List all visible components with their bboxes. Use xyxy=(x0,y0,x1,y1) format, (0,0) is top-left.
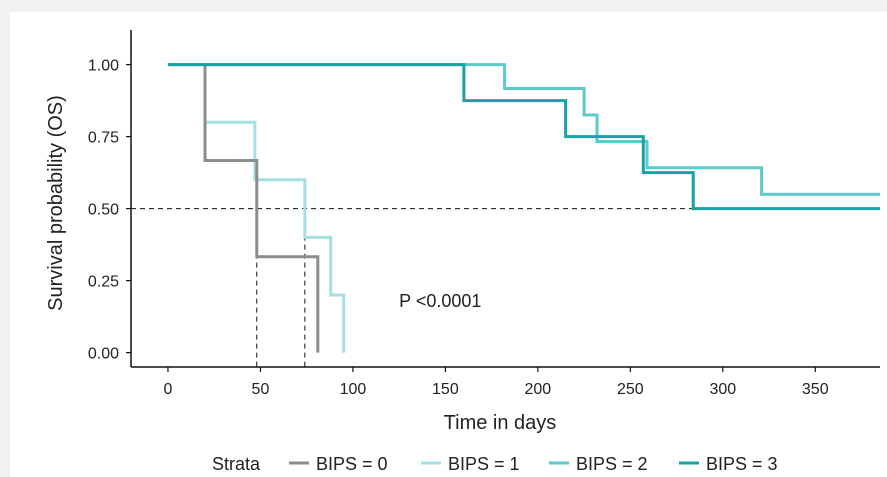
ticks: 0.00 0.25 0.50 0.75 1.00 0 50 100 150 200 250 300 35… xyxy=(88,58,829,398)
legend-label: BIPS = 1 xyxy=(448,454,520,474)
survival-curve-bips-2 xyxy=(168,63,880,196)
x-tick-label: 0 xyxy=(164,381,173,398)
x-tick-label: 350 xyxy=(802,381,829,398)
legend-label: BIPS = 2 xyxy=(576,454,648,474)
y-tick-label: 1.00 xyxy=(88,58,119,75)
legend-label: BIPS = 0 xyxy=(316,454,388,474)
y-tick-label: 0.75 xyxy=(88,130,119,147)
y-tick-label: 0.50 xyxy=(88,202,119,219)
y-axis-title: Survival probability (OS) xyxy=(45,95,67,311)
x-axis-title: Time in days xyxy=(444,412,557,434)
p-value-annotation: P <0.0001 xyxy=(399,291,481,311)
survival-curves xyxy=(168,63,880,353)
axes xyxy=(130,30,880,368)
x-tick-label: 150 xyxy=(432,381,459,398)
median-reference-lines xyxy=(131,208,880,367)
legend-title: Strata xyxy=(212,454,261,474)
x-tick-label: 200 xyxy=(525,381,552,398)
y-tick-label: 0.25 xyxy=(88,274,119,291)
x-tick-label: 100 xyxy=(340,381,367,398)
legend: Strata BIPS = 0 BIPS = 1 BIPS = 2 BIPS = 3 xyxy=(212,454,778,474)
x-tick-label: 50 xyxy=(252,381,270,398)
legend-label: BIPS = 3 xyxy=(706,454,778,474)
chart-panel xyxy=(10,12,887,477)
survival-curve-bips-0 xyxy=(203,64,320,353)
survival-curve-bips-3 xyxy=(168,63,880,211)
y-tick-label: 0.00 xyxy=(88,346,119,363)
x-tick-label: 300 xyxy=(709,381,736,398)
survival-curve-bips-1 xyxy=(203,64,346,353)
x-tick-label: 250 xyxy=(617,381,644,398)
